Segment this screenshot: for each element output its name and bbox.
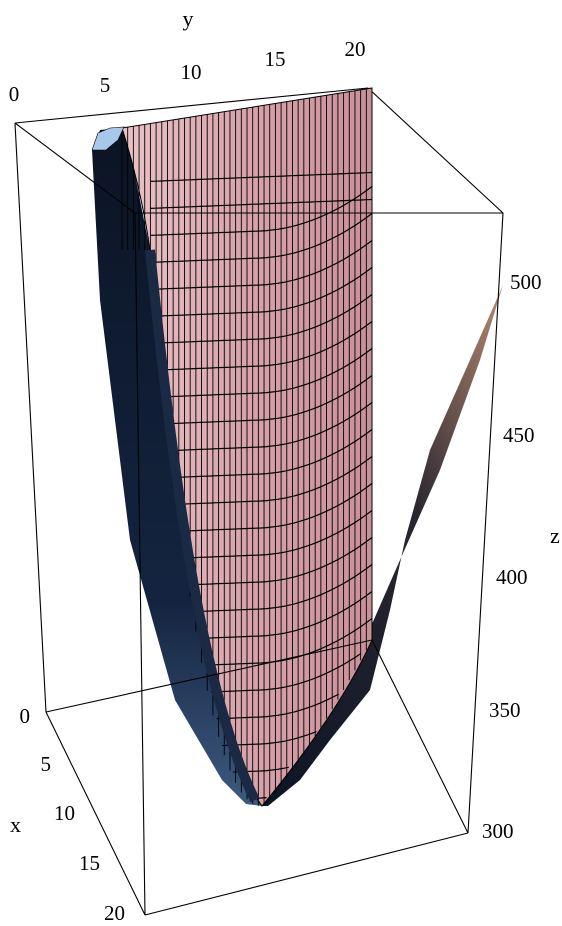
contour-line: [199, 591, 373, 639]
x-tick-label: 15: [79, 851, 100, 875]
contour-line: [177, 429, 373, 478]
x-tick-label: 5: [41, 752, 52, 776]
y-tick-label: 0: [9, 82, 20, 106]
z-tick-label: 400: [496, 565, 528, 589]
contour-line: [166, 321, 373, 371]
contour-line: [188, 510, 373, 559]
contour-line: [216, 693, 339, 720]
x-axis: 0 5 10 15 20 x: [10, 704, 125, 925]
z-tick-label: 450: [503, 423, 535, 447]
bounding-box-front: [14, 122, 504, 916]
contour-line: [183, 483, 373, 532]
contour-line: [149, 171, 373, 182]
surface: [91, 87, 503, 807]
x-tick-label: 10: [54, 801, 75, 825]
y-tick-label: 15: [265, 47, 286, 71]
z-axis-label: z: [550, 523, 560, 548]
x-axis-label: x: [10, 812, 21, 837]
surface-mesh-vertical: [121, 88, 373, 806]
y-axis-label: y: [183, 6, 194, 31]
contour-line: [149, 186, 373, 236]
contour-line: [172, 402, 373, 452]
z-tick-label: 350: [489, 698, 521, 722]
contour-line: [149, 198, 373, 209]
x-tick-label: 0: [20, 704, 31, 728]
y-tick-label: 10: [181, 60, 202, 84]
z-axis: 300 350 400 450 500 z: [482, 270, 560, 843]
contour-line: [161, 294, 373, 344]
contour-line: [205, 618, 373, 666]
contour-line: [166, 348, 373, 398]
surface-highlight: [91, 126, 125, 151]
contour-line: [188, 537, 373, 586]
y-axis: 0 5 10 15 20 y: [9, 6, 366, 106]
bounding-box-back: [14, 87, 504, 713]
z-tick-label: 300: [482, 819, 514, 843]
contour-line: [161, 267, 373, 317]
contour-line: [155, 213, 373, 263]
y-tick-label: 20: [345, 37, 366, 61]
contour-line: [155, 240, 373, 290]
x-tick-label: 20: [104, 901, 125, 925]
y-tick-label: 5: [100, 73, 111, 97]
contour-line: [177, 456, 373, 505]
contour-line: [211, 653, 362, 693]
surface-bottom-rim: [145, 249, 260, 803]
contour-line: [194, 564, 373, 613]
contour-line: [172, 375, 373, 425]
z-tick-label: 500: [510, 270, 542, 294]
